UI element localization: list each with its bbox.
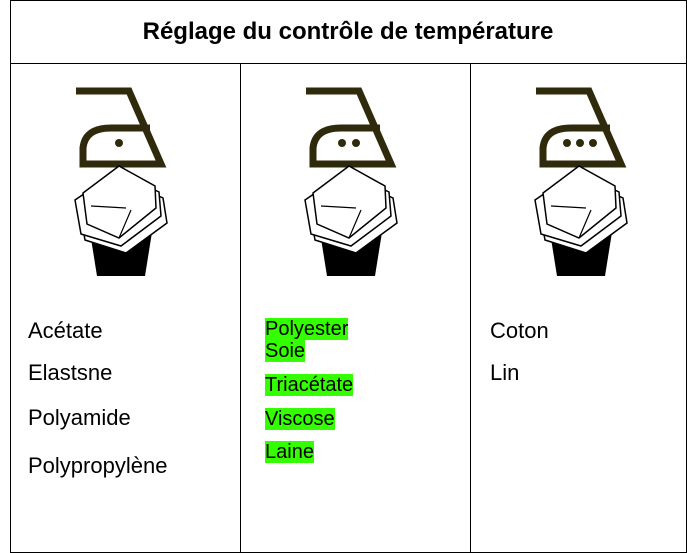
fabric-text: Polyester [265, 318, 349, 340]
laundry-icon [534, 165, 628, 277]
laundry-icon [304, 165, 398, 277]
fabric: Soie [265, 340, 306, 362]
iron-one-dot [76, 91, 161, 164]
fabric: Polypropylène [28, 453, 168, 478]
laundry-icon [74, 165, 168, 277]
table-title: Réglage du contrôle de température [142, 18, 554, 45]
fabric-text: Laine [265, 441, 314, 463]
fabric: Lin [490, 360, 520, 385]
iron-two-dots [306, 91, 391, 164]
fabric: Polyamide [28, 405, 131, 430]
fabric: Viscose [265, 408, 335, 430]
fabric: Elastsne [28, 360, 113, 385]
iron-three-dots [536, 91, 621, 164]
fabric: Acétate [28, 318, 103, 343]
fabric-text: Triacétate [265, 374, 354, 396]
fabric: Polyester [265, 318, 349, 340]
fabric: Laine [265, 441, 314, 463]
fabric-text: Viscose [265, 408, 335, 430]
fabric: Coton [490, 318, 549, 343]
fabric: Triacétate [265, 374, 354, 396]
fabric-text: Soie [265, 340, 306, 362]
